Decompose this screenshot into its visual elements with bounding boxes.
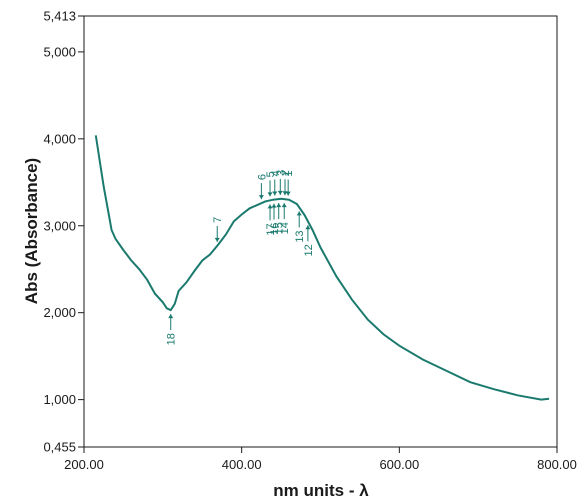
annotation-13: 13 <box>294 211 306 243</box>
x-tick-label: 800.00 <box>537 457 577 472</box>
annotation-6: 6 <box>256 174 268 200</box>
annotation-14: 14 <box>279 203 291 234</box>
annotation-18: 18 <box>166 314 178 345</box>
annotation-label: 1 <box>283 170 295 176</box>
annotation-arrowhead <box>272 191 278 196</box>
annotation-label: 6 <box>256 174 268 180</box>
x-tick-label: 200.00 <box>64 457 104 472</box>
annotation-arrowhead <box>271 203 277 208</box>
annotation-label: 16 <box>269 223 281 235</box>
annotation-arrowhead <box>305 225 311 230</box>
annotation-3: 3 <box>275 170 287 195</box>
y-axis: 0,455 1,000 2,000 3,000 4,000 5,000 5,413 <box>43 9 84 455</box>
annotation-arrowhead <box>276 203 282 208</box>
annotation-5: 5 <box>265 171 277 197</box>
annotation-label: 5 <box>265 171 277 177</box>
plot-frame <box>83 15 558 448</box>
annotation-12: 12 <box>303 225 315 256</box>
annotation-arrowhead <box>281 203 287 208</box>
annotation-label: 15 <box>274 222 286 234</box>
annotation-label: 7 <box>212 217 224 223</box>
y-tick-label: 2,000 <box>43 305 76 320</box>
x-tick-label: 400.00 <box>222 457 262 472</box>
annotation-arrowhead <box>214 237 220 242</box>
annotation-label: 3 <box>275 170 287 176</box>
x-axis: 200.00 400.00 600.00 800.00 <box>64 447 577 472</box>
annotation-label: 14 <box>279 222 291 234</box>
annotation-arrowhead <box>267 192 273 197</box>
annotation-arrowhead <box>285 191 291 196</box>
y-tick-label: 5,000 <box>43 44 76 59</box>
annotation-label: 17 <box>265 223 277 235</box>
annotation-label: 2 <box>280 170 292 176</box>
absorbance-line <box>94 135 550 401</box>
annotation-arrowhead <box>282 191 288 196</box>
annotation-7: 7 <box>212 217 224 242</box>
annotation-1: 1 <box>283 170 295 196</box>
y-axis-title: Abs (Absorbance) <box>22 158 41 304</box>
annotation-arrowhead <box>168 314 174 319</box>
y-tick-label: 1,000 <box>43 392 76 407</box>
y-tick-label: 3,000 <box>43 218 76 233</box>
annotation-arrowhead <box>267 204 273 209</box>
x-tick-label: 600.00 <box>379 457 419 472</box>
annotation-4: 4 <box>270 170 282 196</box>
annotation-label: 13 <box>294 230 306 242</box>
annotation-arrowhead <box>258 195 264 200</box>
annotation-arrowhead <box>296 211 302 216</box>
annotation-15: 15 <box>274 203 286 234</box>
annotation-17: 17 <box>265 204 277 236</box>
y-tick-label: 4,000 <box>43 131 76 146</box>
annotation-label: 4 <box>270 170 282 176</box>
annotation-2: 2 <box>280 170 292 196</box>
annotation-16: 16 <box>269 203 281 235</box>
annotation-label: 12 <box>303 244 315 256</box>
y-tick-label: 5,413 <box>43 9 76 24</box>
x-axis-title: nm units - λ <box>273 481 369 500</box>
y-tick-label: 0,455 <box>43 440 76 455</box>
annotation-label: 18 <box>166 333 178 345</box>
annotation-arrowhead <box>277 190 283 195</box>
